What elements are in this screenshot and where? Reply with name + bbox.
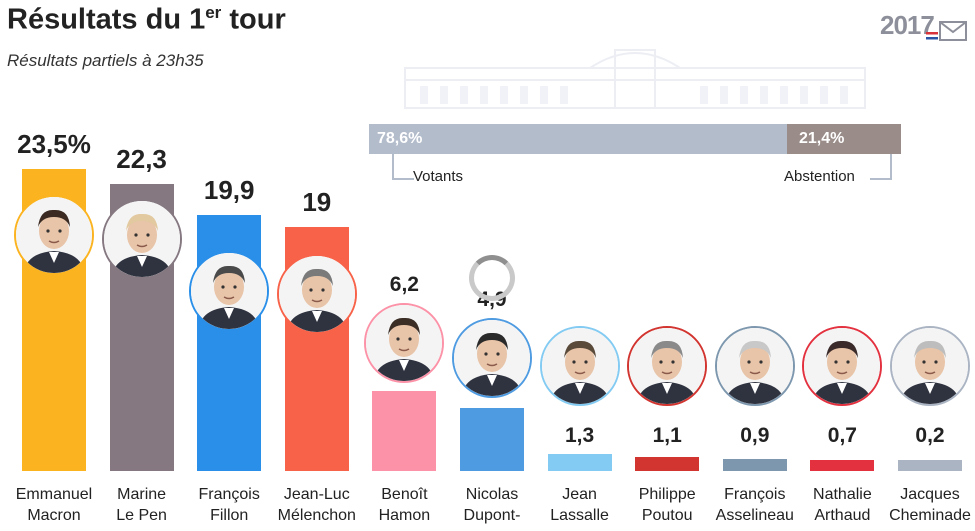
abstention-value: 21,4%: [799, 130, 845, 147]
voters-value: 78,6%: [377, 130, 423, 147]
abstention-segment: 21,4%: [787, 124, 901, 154]
melenchon-portrait-icon: [276, 254, 357, 334]
le-pen-portrait-icon: [101, 199, 182, 279]
hamon-portrait-icon: [364, 303, 445, 383]
candidate-name-line: Asselineau: [715, 507, 794, 524]
candidate-name-line: Cheminade: [889, 507, 971, 524]
candidate-name-8: François Asselineau: [709, 484, 801, 526]
voters-segment: 78,6%: [369, 124, 787, 154]
value-label-2: 19,9: [203, 175, 255, 205]
candidate-name-line: Lassalle: [550, 507, 609, 524]
value-label-8: 0,9: [740, 424, 770, 447]
value-label-6: 1,3: [564, 424, 595, 447]
value-label-0: 23,5%: [17, 129, 91, 159]
page-subtitle: Résultats partiels à 23h35: [7, 51, 204, 70]
poutou-portrait-icon: [627, 326, 708, 406]
candidate-name-7: Philippe Poutou: [621, 484, 713, 526]
candidate-name-line: Jacques: [900, 486, 960, 503]
value-label-3: 19: [302, 187, 332, 217]
candidate-name-line: Fillon: [210, 507, 249, 524]
candidate-name-line: Emmanuel: [15, 486, 93, 503]
value-label-4: 6,2: [389, 273, 419, 296]
value-label-7: 1,1: [652, 424, 682, 447]
page-title: Résultats du 1er tour: [7, 3, 286, 36]
candidate-name-0: Emmanuel Macron: [8, 484, 100, 526]
turnout-bar: 78,6% 21,4%: [369, 124, 901, 154]
lassalle-portrait-icon: [539, 326, 620, 406]
candidate-name-line: Macron: [27, 507, 81, 524]
candidate-name-1: Marine Le Pen: [96, 484, 188, 526]
fillon-portrait-icon: [189, 251, 270, 331]
candidate-name-5: Nicolas Dupont-: [446, 484, 538, 526]
candidate-name-line: Nathalie: [813, 486, 872, 503]
logo-year: 2017: [880, 10, 935, 40]
voters-label: Votants: [413, 168, 464, 185]
candidate-name-line: François: [198, 486, 260, 503]
candidate-name-10: Jacques Cheminade: [884, 484, 975, 526]
bar-10: [898, 460, 962, 471]
election-logo: 2017: [880, 8, 972, 44]
candidate-name-2: François Fillon: [183, 484, 275, 526]
bar-8: [722, 459, 787, 471]
candidate-name-line: Nicolas: [465, 486, 519, 503]
arthaud-portrait-icon: [802, 326, 883, 406]
candidate-name-3: Jean-Luc Mélenchon: [271, 484, 363, 526]
abstention-bracket: [870, 154, 892, 180]
value-label-10: 0,2: [915, 424, 945, 447]
loading-spinner-icon: [469, 255, 515, 301]
voters-bracket: [392, 154, 414, 180]
candidate-name-line: Le Pen: [116, 507, 167, 524]
candidate-name-line: Dupont-: [463, 507, 521, 524]
bar-7: [635, 457, 700, 471]
candidate-name-6: Jean Lassalle: [534, 484, 626, 526]
candidate-name-line: Benoît: [381, 486, 428, 503]
candidate-name-line: François: [724, 486, 786, 503]
candidate-name-9: Nathalie Arthaud: [796, 484, 888, 526]
candidate-name-line: Poutou: [641, 507, 693, 524]
cheminade-portrait-icon: [890, 326, 970, 406]
bar-4: [372, 391, 437, 471]
building-watermark-icon: [404, 49, 866, 109]
abstention-label: Abstention: [784, 168, 855, 185]
candidate-name-line: Hamon: [378, 507, 431, 524]
candidate-name-line: Jean: [562, 486, 597, 503]
candidate-name-4: Benoît Hamon: [358, 484, 450, 526]
candidate-name-line: Philippe: [638, 486, 696, 503]
bar-9: [810, 460, 875, 471]
ballot-envelope-icon: [926, 21, 967, 41]
candidate-name-line: Arthaud: [814, 507, 871, 524]
bar-5: [460, 408, 524, 471]
macron-portrait-icon: [14, 195, 94, 275]
candidate-name-line: Mélenchon: [277, 507, 356, 524]
bar-6: [547, 454, 612, 471]
candidate-name-line: Jean-Luc: [283, 486, 350, 503]
candidate-name-line: Marine: [117, 486, 167, 503]
value-label-9: 0,7: [827, 424, 857, 447]
dupont-aignan-portrait-icon: [452, 318, 532, 398]
asselineau-portrait-icon: [714, 326, 795, 406]
value-label-1: 22,3: [116, 144, 167, 174]
